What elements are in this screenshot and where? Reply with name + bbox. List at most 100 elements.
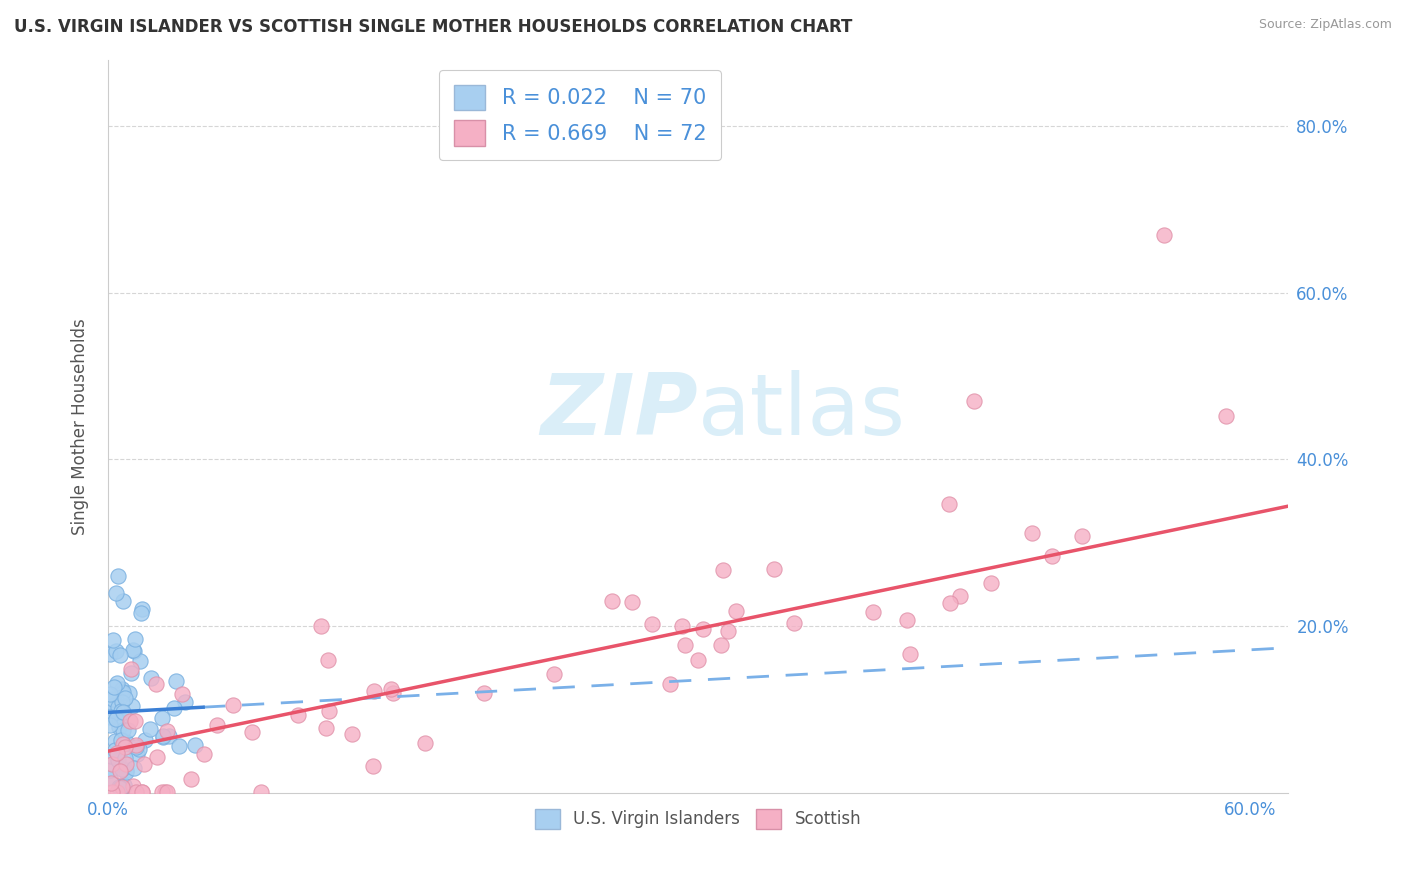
Point [107, 780, 129, 794]
Point [111, 737, 134, 751]
Point [120, 662, 142, 676]
Point [287, 708, 309, 723]
Point [101, 757, 124, 772]
Point [122, 761, 145, 775]
Point [686, 653, 709, 667]
Point [117, 723, 139, 737]
Point [180, 772, 202, 787]
Point [98, 764, 121, 778]
Point [205, 717, 228, 731]
Point [98, 772, 121, 786]
Point [621, 595, 644, 609]
Point [111, 780, 134, 795]
Point [122, 642, 145, 657]
Point [222, 698, 245, 712]
Point [1040, 549, 1063, 564]
Point [131, 785, 153, 799]
Point [111, 682, 134, 697]
Point [108, 764, 131, 779]
Point [131, 785, 153, 799]
Point [240, 725, 263, 739]
Point [112, 778, 135, 792]
Point [139, 671, 162, 685]
Point [111, 695, 134, 709]
Point [167, 739, 190, 753]
Point [103, 698, 125, 713]
Text: U.S. VIRGIN ISLANDER VS SCOTTISH SINGLE MOTHER HOUSEHOLDS CORRELATION CHART: U.S. VIRGIN ISLANDER VS SCOTTISH SINGLE … [14, 18, 852, 36]
Point [184, 738, 207, 752]
Point [125, 740, 148, 755]
Point [107, 720, 129, 734]
Point [124, 632, 146, 646]
Text: Source: ZipAtlas.com: Source: ZipAtlas.com [1258, 18, 1392, 31]
Point [382, 686, 405, 700]
Point [111, 705, 134, 719]
Point [108, 648, 131, 662]
Point [361, 758, 384, 772]
Point [152, 729, 174, 743]
Point [543, 667, 565, 681]
Point [1071, 529, 1094, 543]
Point [413, 736, 436, 750]
Point [115, 765, 138, 780]
Point [896, 613, 918, 627]
Point [98, 647, 121, 661]
Point [762, 561, 785, 575]
Point [117, 736, 139, 750]
Point [101, 633, 124, 648]
Point [173, 695, 195, 709]
Point [166, 674, 188, 689]
Legend: U.S. Virgin Islanders, Scottish: U.S. Virgin Islanders, Scottish [527, 802, 868, 836]
Point [122, 644, 145, 658]
Point [472, 686, 495, 700]
Point [949, 590, 972, 604]
Point [600, 593, 623, 607]
Point [115, 756, 138, 771]
Point [1215, 409, 1237, 424]
Point [100, 785, 122, 799]
Point [862, 605, 884, 619]
Point [114, 690, 136, 705]
Point [114, 734, 136, 748]
Point [315, 721, 337, 735]
Point [125, 747, 148, 762]
Point [717, 624, 740, 639]
Point [111, 685, 134, 699]
Point [110, 704, 132, 718]
Point [980, 576, 1002, 591]
Point [103, 680, 125, 694]
Point [98, 710, 121, 724]
Point [112, 779, 135, 793]
Point [316, 653, 339, 667]
Point [105, 746, 128, 760]
Point [132, 756, 155, 771]
Point [150, 711, 173, 725]
Point [118, 714, 141, 729]
Point [114, 740, 136, 755]
Point [156, 785, 179, 799]
Point [250, 785, 273, 799]
Point [1021, 526, 1043, 541]
Point [146, 750, 169, 764]
Point [100, 748, 122, 763]
Point [309, 619, 332, 633]
Point [898, 647, 921, 661]
Point [172, 687, 194, 701]
Point [107, 569, 129, 583]
Point [318, 704, 340, 718]
Point [104, 742, 127, 756]
Point [782, 615, 804, 630]
Point [724, 604, 747, 618]
Point [111, 723, 134, 737]
Point [103, 702, 125, 716]
Point [107, 753, 129, 767]
Point [108, 714, 131, 728]
Point [363, 684, 385, 698]
Y-axis label: Single Mother Households: Single Mother Households [72, 318, 89, 534]
Point [711, 563, 734, 577]
Point [110, 780, 132, 795]
Point [114, 764, 136, 778]
Point [120, 666, 142, 681]
Point [134, 733, 156, 747]
Point [118, 686, 141, 700]
